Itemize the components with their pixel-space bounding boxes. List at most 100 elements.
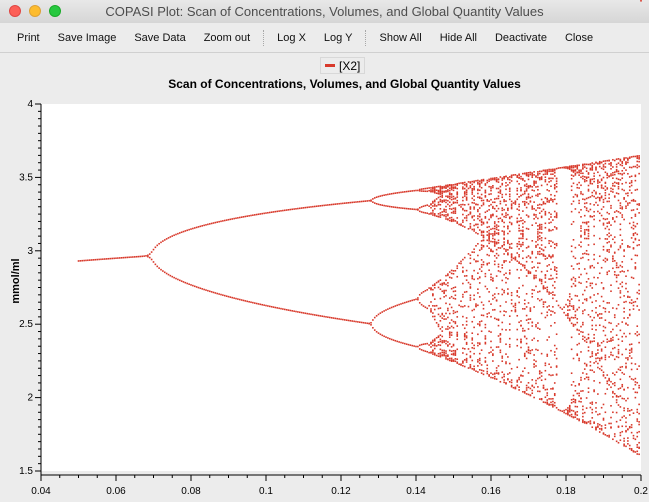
data-point (583, 420, 586, 423)
data-point (482, 234, 485, 237)
data-point (544, 388, 547, 391)
data-point (458, 304, 460, 307)
data-point (610, 224, 612, 226)
log-x-button[interactable]: Log X (277, 31, 306, 44)
save-image-button[interactable]: Save Image (57, 31, 117, 44)
data-point (450, 220, 453, 223)
data-point (582, 302, 584, 304)
maximize-window-icon[interactable] (49, 5, 61, 17)
data-point (529, 307, 532, 309)
data-point (615, 182, 618, 184)
data-point (518, 243, 520, 246)
data-point (456, 191, 459, 193)
data-point (533, 184, 535, 186)
data-point (604, 171, 607, 174)
data-point (595, 427, 597, 430)
data-point (518, 254, 520, 256)
data-point (634, 383, 637, 386)
data-point (477, 361, 479, 363)
data-point (471, 275, 474, 278)
data-point (445, 201, 447, 204)
data-point (417, 345, 419, 348)
data-point (527, 255, 530, 257)
data-point (591, 401, 594, 404)
data-point (574, 174, 577, 176)
data-point (493, 260, 496, 263)
data-point (484, 211, 487, 214)
data-point (448, 201, 451, 204)
close-button[interactable]: Close (564, 31, 594, 44)
minimize-window-icon[interactable] (29, 5, 41, 17)
data-point (627, 172, 629, 175)
data-point (508, 195, 511, 198)
data-point (505, 212, 507, 214)
data-point (604, 257, 607, 260)
data-point (529, 349, 532, 352)
data-point (627, 202, 629, 205)
data-point (525, 269, 528, 271)
data-point (492, 207, 494, 209)
hide-all-button[interactable]: Hide All (439, 31, 477, 44)
data-point (578, 383, 580, 385)
data-point (492, 214, 494, 217)
data-point (636, 188, 639, 191)
data-point (117, 257, 119, 259)
data-point (597, 343, 599, 346)
log-y-button[interactable]: Log Y (323, 31, 353, 44)
data-point (520, 320, 522, 322)
print-button[interactable]: Print (17, 31, 40, 44)
data-point (619, 207, 622, 209)
data-point (107, 257, 110, 260)
data-point (482, 307, 485, 310)
data-point (619, 179, 622, 181)
data-point (628, 182, 631, 184)
deactivate-button[interactable]: Deactivate (494, 31, 547, 44)
data-point (469, 254, 472, 257)
data-point (555, 190, 558, 193)
data-point (463, 365, 466, 368)
data-point (510, 247, 513, 249)
data-point (565, 314, 567, 317)
data-point (529, 387, 532, 390)
data-point (495, 197, 498, 200)
data-point (589, 182, 592, 185)
data-point (576, 309, 579, 311)
data-point (465, 189, 468, 191)
data-point (537, 322, 539, 324)
data-point (447, 354, 449, 356)
data-point (612, 307, 614, 309)
data-point (638, 155, 640, 157)
data-point (602, 325, 605, 328)
data-point (385, 309, 387, 311)
data-point (630, 351, 633, 353)
data-point (525, 172, 528, 174)
save-data-button[interactable]: Save Data (134, 31, 186, 44)
data-point (522, 375, 524, 377)
data-point (475, 231, 477, 234)
legend-item-x2[interactable]: [X2] (320, 57, 366, 74)
data-point (325, 316, 327, 318)
data-point (443, 214, 445, 217)
data-point (535, 348, 537, 351)
data-point (621, 182, 624, 185)
data-point (574, 165, 577, 167)
data-point (537, 185, 539, 188)
close-window-icon[interactable] (9, 5, 21, 17)
show-all-button[interactable]: Show All (379, 31, 422, 44)
data-point (445, 350, 447, 352)
data-point (523, 329, 526, 332)
data-point (636, 233, 639, 236)
data-point (484, 196, 487, 198)
data-point (544, 226, 547, 229)
zoom-out-button[interactable]: Zoom out (203, 31, 251, 44)
data-point (578, 392, 580, 395)
data-point (497, 247, 500, 249)
data-point (597, 182, 599, 184)
data-point (582, 221, 584, 224)
data-point (475, 303, 477, 305)
data-point (600, 161, 603, 164)
data-point (630, 181, 633, 184)
data-point (184, 281, 187, 284)
data-point (315, 205, 318, 208)
data-point (580, 245, 582, 248)
